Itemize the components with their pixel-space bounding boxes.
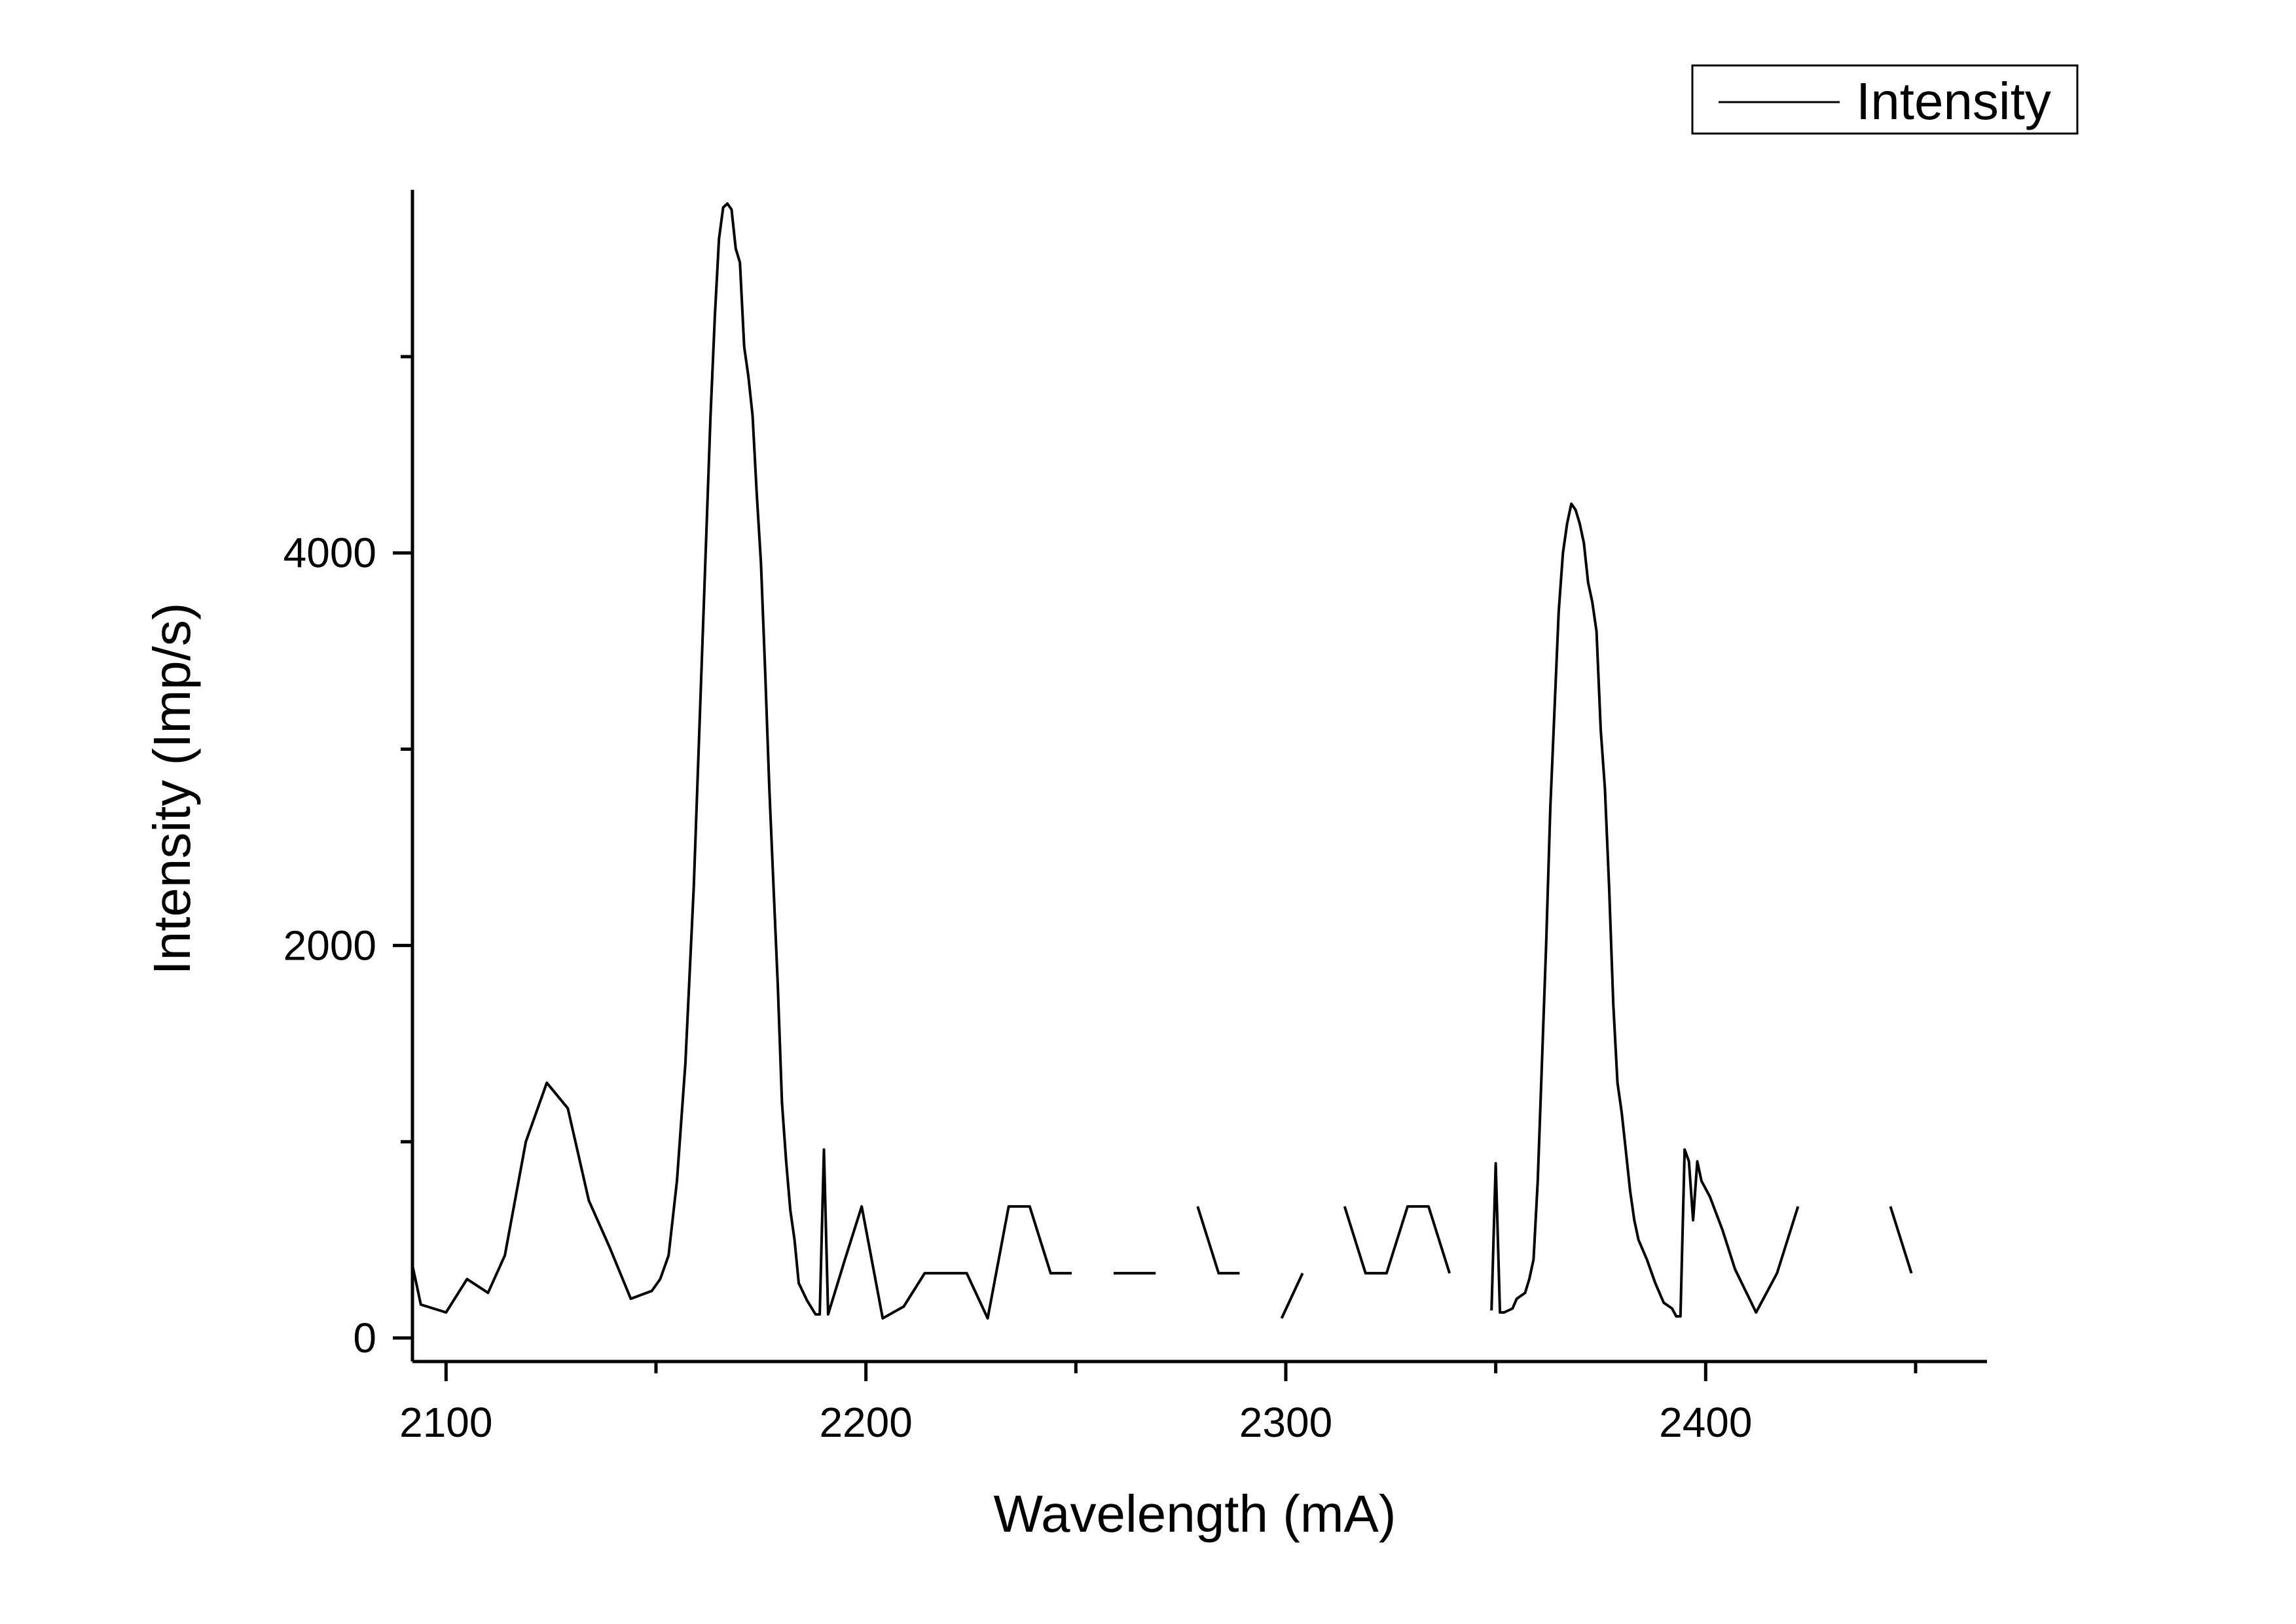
ticks (393, 355, 1918, 1381)
series-line-segment-0-2 (1196, 1206, 1240, 1275)
legend-box (1691, 64, 2079, 135)
series-line-segment-0-5 (1490, 502, 1800, 1318)
x-tick-label-2300: 2300 (1239, 1399, 1332, 1446)
series-line-segment-0-6 (1889, 1206, 1913, 1274)
x-tick-label-2100: 2100 (399, 1399, 492, 1446)
legend: Intensity (1691, 64, 2079, 135)
y-tick-label-4000: 4000 (283, 530, 376, 577)
y-tick-label-2000: 2000 (283, 922, 376, 969)
series-line-segment-0-0 (411, 202, 1072, 1320)
series-line-segment-0-4 (1343, 1205, 1451, 1275)
series-line-segment-0-3 (1280, 1272, 1304, 1319)
x-axis-title: Wavelength (mA) (994, 1485, 1396, 1543)
y-axis-title: Intensity (Imp/s) (143, 602, 201, 975)
x-tick-label-2400: 2400 (1659, 1399, 1752, 1446)
series-group (411, 202, 1913, 1320)
legend-label-intensity: Intensity (1856, 72, 2051, 130)
x-tick-label-2200: 2200 (819, 1399, 912, 1446)
axes (410, 190, 1987, 1363)
y-tick-label-0: 0 (353, 1314, 376, 1362)
tick-labels: 2100 2200 2300 2400 0 2000 4000 (283, 530, 1753, 1446)
